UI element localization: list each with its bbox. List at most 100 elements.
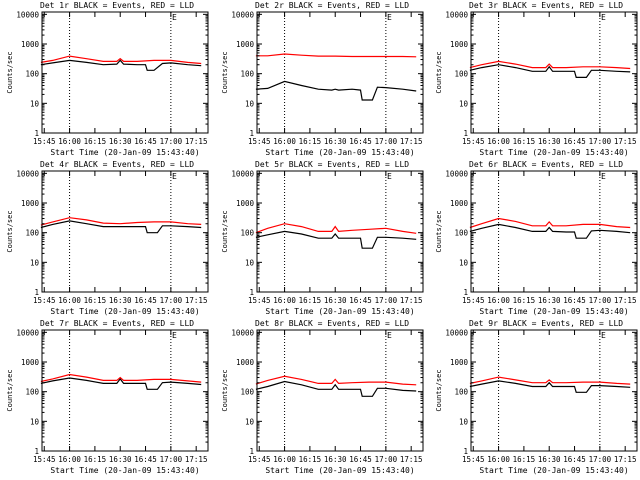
corner-mark: E [387,13,392,22]
y-tick-label: 10 [30,417,40,426]
y-axis-label: Counts/sec [435,210,443,252]
series-lld [255,53,417,58]
x-tick-label: 16:45 [349,137,372,146]
x-tick-label: 16:30 [538,137,561,146]
y-tick-label: 10000 [445,328,468,337]
panel-title: Det 2r BLACK = Events, RED = LLD [255,1,409,10]
y-tick-label: 1000 [21,199,40,208]
y-axis-label: Counts/sec [435,51,443,93]
x-tick-label: 16:15 [299,137,322,146]
y-tick-label: 1000 [21,40,40,49]
x-tick-label: 16:00 [273,137,296,146]
y-tick-label: 1000 [450,358,469,367]
y-tick-label: 100 [454,70,468,79]
panel-2: Det 2r BLACK = Events, RED = LLD E 1 10 100 1… [221,1,424,157]
plot-frame [41,11,209,134]
y-tick-label: 10000 [16,10,39,19]
y-tick-label: 1 [463,288,468,297]
x-tick-label: 16:30 [109,296,132,305]
y-tick-label: 1000 [236,40,255,49]
x-tick-label: 16:30 [109,455,132,464]
y-axis-label: Counts/sec [6,369,14,411]
x-tick-label: 16:45 [563,455,586,464]
x-tick-label: 15:45 [33,296,56,305]
x-tick-label: 16:45 [349,296,372,305]
x-tick-label: 17:00 [160,137,183,146]
series-events [40,377,202,390]
x-tick-label: 15:45 [33,137,56,146]
y-tick-label: 10000 [16,169,39,178]
panel-title: Det 4r BLACK = Events, RED = LLD [40,160,194,169]
panel-title: Det 6r BLACK = Events, RED = LLD [469,160,623,169]
x-tick-label: 16:45 [563,296,586,305]
x-tick-label: 16:15 [299,296,322,305]
corner-mark: E [601,13,606,22]
x-tick-label: 16:15 [513,455,536,464]
plot-frame [256,329,424,452]
x-tick-label: 17:00 [375,137,398,146]
y-tick-label: 10 [459,417,469,426]
x-tick-label: 17:00 [589,137,612,146]
panel-7: Det 7r BLACK = Events, RED = LLD E 1 10 100 1… [6,319,209,475]
corner-mark: E [601,331,606,340]
x-axis-label: Start Time (20-Jan-09 15:43:40) [265,307,414,316]
y-tick-label: 10000 [231,328,254,337]
x-tick-label: 15:45 [248,455,271,464]
y-axis-label: Counts/sec [6,210,14,252]
plot-frame [256,170,424,293]
series-events [469,380,631,393]
x-tick-label: 16:00 [58,137,81,146]
y-tick-label: 10000 [445,10,468,19]
series-lld [469,376,631,385]
plot-frame [41,329,209,452]
x-tick-label: 16:45 [349,455,372,464]
x-tick-label: 16:30 [324,296,347,305]
x-tick-label: 16:00 [58,296,81,305]
series-events [255,380,417,397]
corner-mark: E [172,172,177,181]
x-tick-label: 17:00 [589,455,612,464]
series-lld [255,375,417,386]
x-tick-label: 17:00 [160,455,183,464]
y-tick-label: 100 [240,70,254,79]
x-tick-label: 16:15 [84,455,107,464]
panel-title: Det 9r BLACK = Events, RED = LLD [469,319,623,328]
series-events [469,223,631,239]
x-tick-label: 16:30 [324,137,347,146]
x-tick-label: 16:00 [273,455,296,464]
panel-6: Det 6r BLACK = Events, RED = LLD E 1 10 100 1… [435,160,638,316]
panel-title: Det 5r BLACK = Events, RED = LLD [255,160,409,169]
y-tick-label: 1 [34,447,39,456]
panel-3: Det 3r BLACK = Events, RED = LLD E 1 10 100 1… [435,1,638,157]
corner-mark: E [172,13,177,22]
x-tick-label: 16:15 [84,296,107,305]
x-axis-label: Start Time (20-Jan-09 15:43:40) [50,466,199,475]
y-tick-label: 1 [34,129,39,138]
y-tick-label: 100 [25,229,39,238]
y-tick-label: 10 [459,258,469,267]
y-tick-label: 10000 [231,169,254,178]
y-tick-label: 1 [249,129,254,138]
x-tick-label: 16:30 [324,455,347,464]
y-tick-label: 10 [459,99,469,108]
y-tick-label: 1 [249,447,254,456]
x-tick-label: 17:15 [614,455,637,464]
x-tick-label: 17:15 [614,137,637,146]
y-tick-label: 10 [245,99,255,108]
y-tick-label: 10000 [16,328,39,337]
panel-title: Det 7r BLACK = Events, RED = LLD [40,319,194,328]
y-tick-label: 1000 [21,358,40,367]
x-tick-label: 15:45 [248,137,271,146]
y-tick-label: 10 [245,417,255,426]
corner-mark: E [387,172,392,181]
x-tick-label: 16:30 [538,296,561,305]
y-tick-label: 1000 [236,199,255,208]
x-tick-label: 16:15 [299,455,322,464]
x-axis-label: Start Time (20-Jan-09 15:43:40) [265,466,414,475]
series-events [40,220,202,234]
panel-1: Det 1r BLACK = Events, RED = LLD E 1 10 100 1… [6,1,209,157]
series-events [469,64,631,79]
x-tick-label: 17:00 [160,296,183,305]
x-tick-label: 16:00 [273,296,296,305]
